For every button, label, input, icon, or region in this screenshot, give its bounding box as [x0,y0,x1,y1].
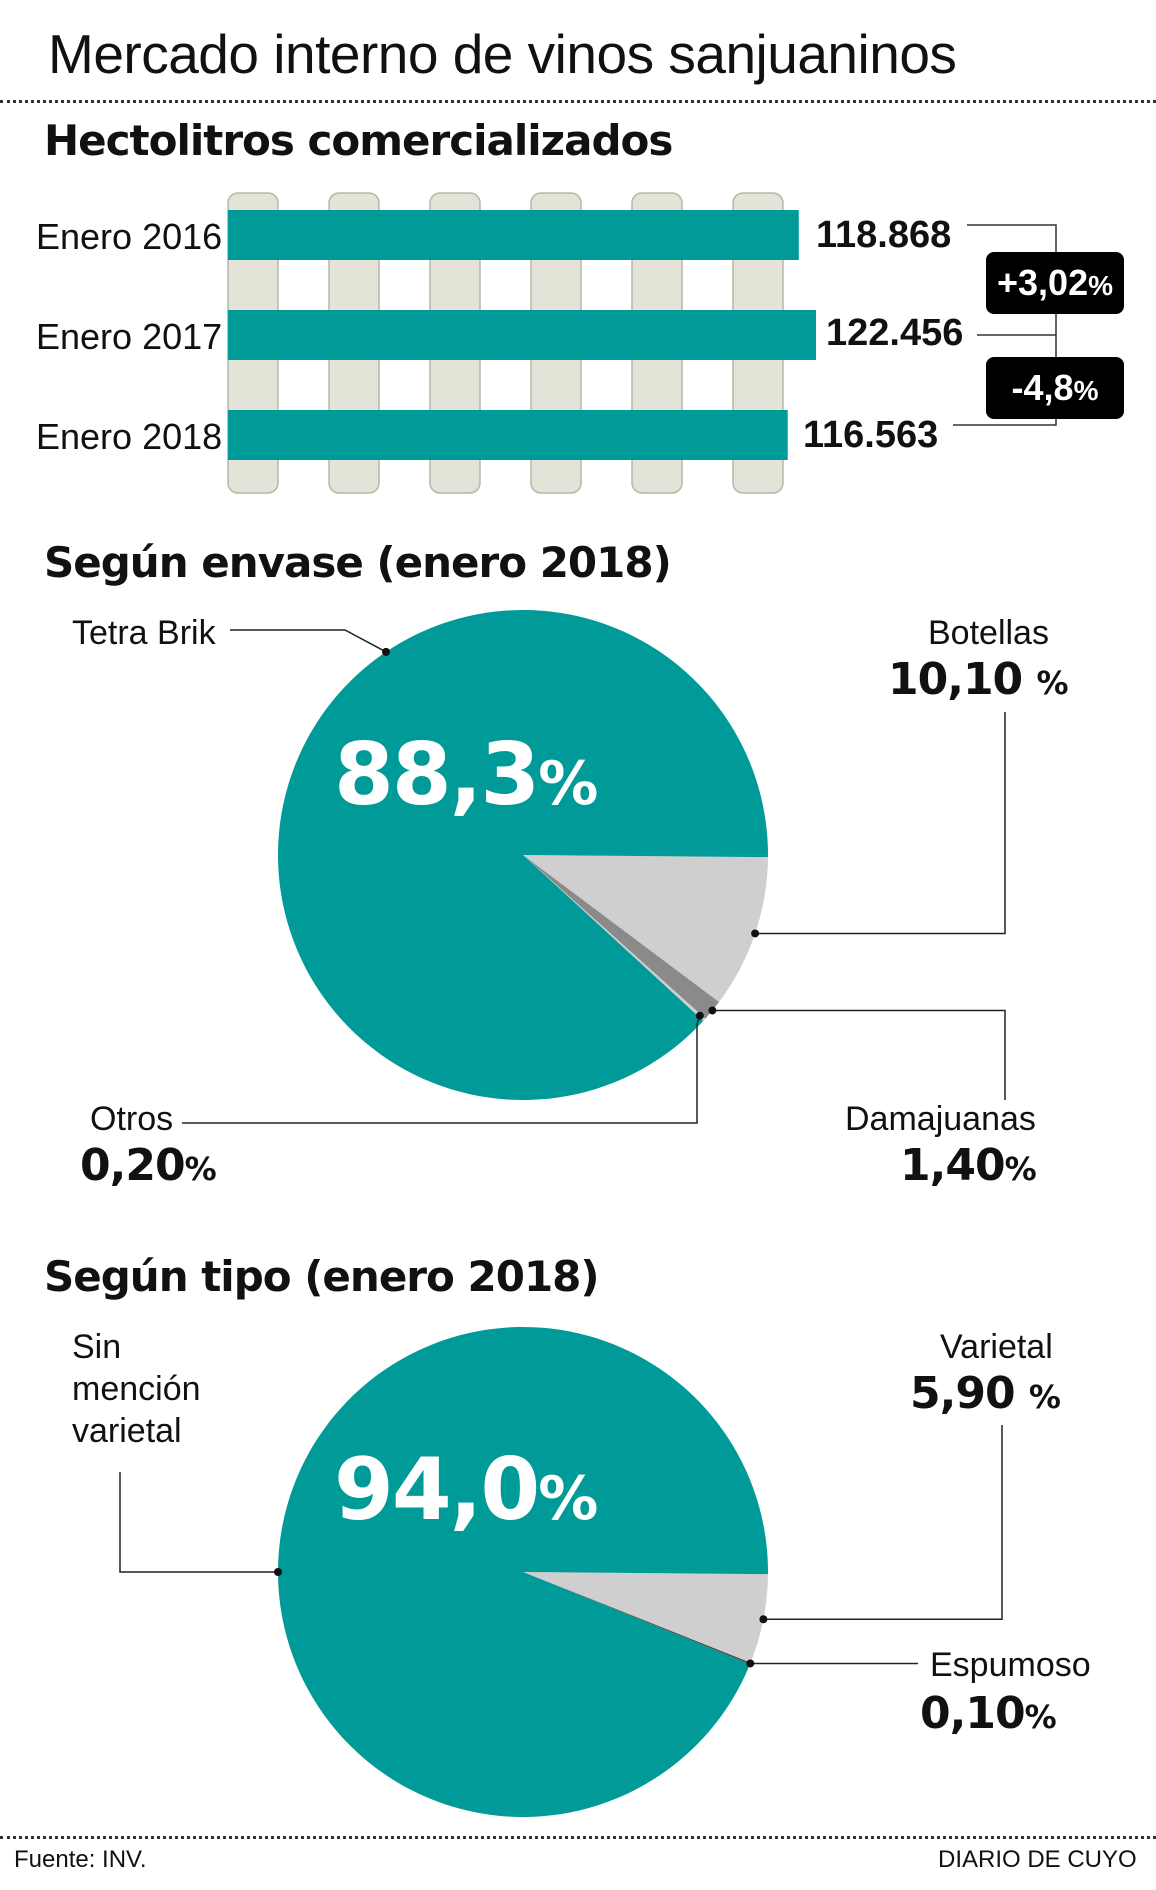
slice-sin-mencion-varietal [277,1326,768,1817]
change-value: -4,8 [1011,367,1074,408]
leader-sin-mencion [119,1472,278,1573]
page-title: Mercado interno de vinos sanjuaninos [48,23,957,85]
change-unit: % [1073,375,1099,406]
label-tetra-brik: Tetra Brik [72,614,216,652]
pie-envase-title: Según envase (enero 2018) [44,538,672,587]
change-badge-2018: -4,8% [986,357,1124,419]
pie-tipo [277,1326,768,1817]
leader-otros-dot [695,1011,704,1020]
bar-value-2018: 116.563 [803,414,939,456]
pct-unit: % [184,1150,217,1188]
pct-value: 0,20 [80,1140,186,1191]
pct-unit: % [1024,1698,1057,1736]
leader-varietal [763,1425,1003,1621]
pct-espumoso: 0,10% [920,1688,1057,1739]
leader-espumoso-dot [746,1659,755,1668]
label-otros: Otros [90,1100,174,1138]
bar-value-2016: 118.868 [816,214,952,256]
change-bracket [953,224,1057,426]
label-varietal: Varietal [940,1328,1053,1366]
bar-enero-2018 [228,410,788,460]
label-botellas: Botellas [928,614,1049,652]
pct-unit: % [1028,1378,1061,1416]
bar-marks [228,210,816,460]
label-damajuanas: Damajuanas [845,1100,1036,1138]
change-connectors [953,224,1057,426]
change-value: +3,02 [997,262,1089,303]
big-value: 88,3 [334,725,540,825]
slice-damajuanas [523,855,720,1019]
pct-varietal: 5,90 % [910,1368,1061,1419]
pct-botellas: 10,10 % [888,654,1069,705]
bar-value-2017: 122.456 [826,312,964,354]
leader-otros [182,1015,701,1124]
slice-otros [523,855,706,1021]
pie-tipo-leaders [119,1425,1003,1668]
bar-label-2017: Enero 2017 [36,316,223,357]
label-espumoso: Espumoso [930,1646,1091,1684]
change-badge-2017: +3,02% [986,252,1124,314]
title-divider [0,100,1156,103]
leader-damajuanas-dot [708,1006,717,1015]
leader-botellas [755,712,1006,935]
pct-value: 10,10 [888,654,1023,705]
slice-botellas [523,855,768,1002]
pct-unit: % [1036,664,1069,702]
slice-tetra-brik [277,610,768,1101]
bar-label-2016: Enero 2016 [36,216,223,257]
slice-espumoso [523,1572,751,1665]
pie-envase-leaders [182,629,1006,1124]
big-unit: % [538,1464,598,1534]
pie-tipo-title: Según tipo (enero 2018) [44,1252,600,1301]
change-unit: % [1088,270,1113,301]
pct-unit: % [1004,1150,1037,1188]
leader-varietal-dot [759,1615,768,1624]
bar-section-title: Hectolitros comercializados [44,116,673,165]
slice-varietal [523,1572,768,1663]
pct-damajuanas: 1,40% [900,1140,1037,1191]
leader-tetra-brik [230,629,387,653]
pie-tipo-big-value: 94,0% [334,1440,598,1540]
pie-envase [277,610,768,1101]
bar-enero-2017 [228,310,816,360]
pct-value: 5,90 [910,1368,1016,1419]
footer-source: Fuente: INV. [14,1846,147,1873]
bar-enero-2016 [228,210,799,260]
pct-value: 1,40 [900,1140,1006,1191]
leader-botellas-dot [751,929,760,938]
footer-publisher: DIARIO DE CUYO [938,1846,1137,1873]
label-sin-line3: varietal [72,1412,182,1450]
leader-damajuanas [712,1009,1006,1100]
pct-value: 0,10 [920,1688,1026,1739]
label-sin-line1: Sin [72,1328,122,1366]
pct-otros: 0,20% [80,1140,217,1191]
big-value: 94,0 [334,1440,540,1540]
label-sin-line2: mención [72,1370,201,1408]
leader-sin-mencion-dot [274,1568,282,1576]
footer-divider [0,1836,1156,1839]
leader-tetra-brik-dot [381,647,390,656]
big-unit: % [538,749,598,819]
bar-label-2018: Enero 2018 [36,416,223,457]
pie-envase-big-value: 88,3% [334,725,598,825]
